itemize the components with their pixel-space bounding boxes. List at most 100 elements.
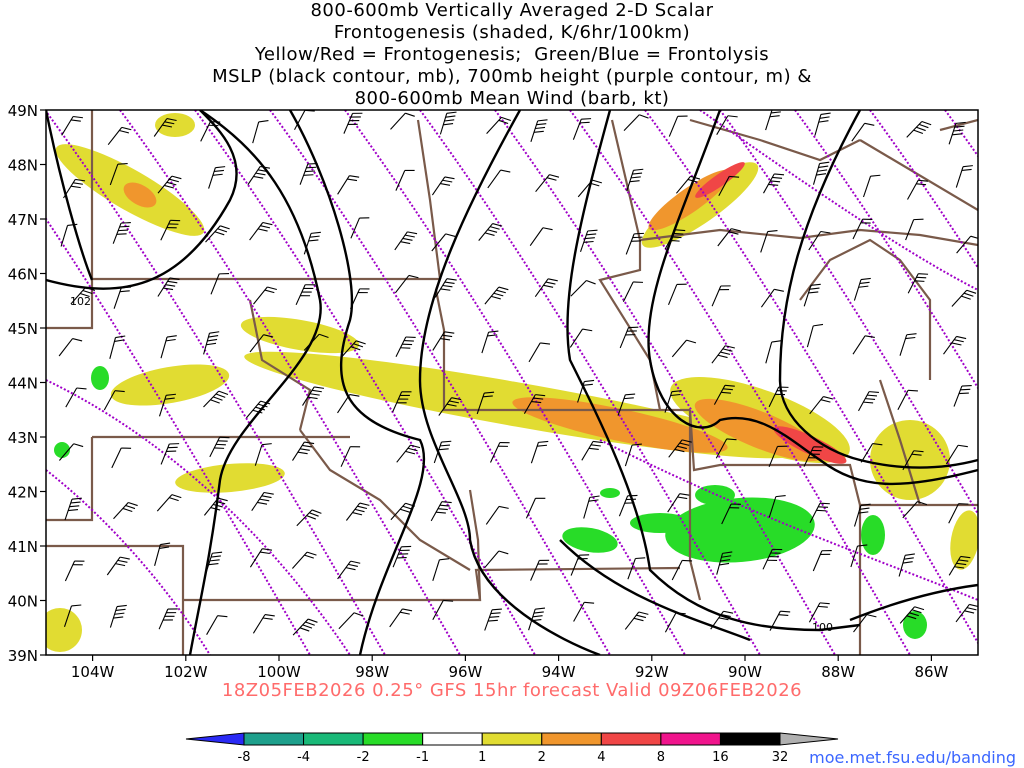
- barb-feather: [671, 390, 682, 393]
- barb-feather: [400, 394, 410, 397]
- wind-barb: [664, 390, 682, 413]
- barb-feather: [71, 497, 82, 500]
- barb-feather: [624, 502, 635, 504]
- wind-barb: [106, 556, 130, 576]
- wind-barb: [906, 120, 932, 138]
- barb-feather: [396, 557, 407, 559]
- barb-feather: [482, 395, 493, 398]
- barb-feather: [209, 559, 220, 562]
- barb-feather: [532, 615, 543, 618]
- barb-feather: [921, 120, 932, 126]
- wind-barb: [623, 114, 649, 131]
- barb-shaft: [945, 444, 959, 465]
- wind-barb: [806, 323, 824, 348]
- barb-feather: [533, 397, 544, 400]
- barb-feather: [121, 447, 132, 449]
- wind-barb: [109, 604, 127, 628]
- barb-feather: [209, 331, 220, 334]
- wind-barb: [953, 385, 972, 407]
- barb-feather: [76, 387, 87, 390]
- wind-barb: [478, 223, 503, 241]
- frontolysis-area: [91, 366, 109, 390]
- mslp-contour: [46, 110, 94, 281]
- barb-feather: [120, 222, 131, 224]
- barb-feather: [625, 334, 636, 336]
- barb-feather: [208, 563, 219, 566]
- wind-barb: [439, 111, 457, 135]
- colorbar-label: 16: [712, 750, 729, 765]
- wind-barb: [340, 446, 361, 467]
- barb-feather: [961, 295, 971, 300]
- barb-feather: [958, 444, 968, 448]
- lat-tick-label: 49N: [8, 102, 38, 120]
- barb-feather: [863, 401, 874, 404]
- height-contour: [46, 110, 386, 655]
- barb-feather: [487, 229, 498, 233]
- barb-feather: [267, 286, 277, 291]
- barb-feather: [821, 550, 832, 552]
- barb-feather: [771, 340, 782, 343]
- barb-feather: [166, 612, 177, 614]
- wind-barb: [158, 393, 177, 417]
- barb-feather: [307, 396, 318, 400]
- barb-feather: [449, 400, 459, 404]
- wind-barb: [711, 345, 735, 364]
- wind-barb: [438, 397, 462, 416]
- barb-feather: [408, 274, 419, 279]
- wind-barb: [295, 284, 316, 306]
- wind-barb: [390, 502, 416, 521]
- title-line-4: MSLP (black contour, mb), 700mb height (…: [212, 66, 812, 87]
- wind-barb: [291, 551, 317, 569]
- barb-feather: [960, 388, 971, 391]
- frontolysis-area: [695, 485, 735, 505]
- barb-feather: [592, 179, 603, 184]
- barb-feather: [304, 441, 315, 445]
- wind-barb: [486, 116, 511, 134]
- barb-shaft: [432, 559, 440, 581]
- barb-feather: [255, 172, 266, 176]
- barb-feather: [117, 559, 128, 563]
- barb-feather: [538, 440, 549, 443]
- wind-barb: [302, 386, 325, 406]
- wind-barb: [717, 228, 742, 247]
- height-contour: [46, 217, 311, 655]
- barb-feather: [964, 610, 975, 614]
- lat-tick-label: 43N: [8, 429, 38, 447]
- barb-feather: [719, 289, 730, 291]
- barb-feather: [636, 614, 647, 619]
- barb-feather: [439, 558, 450, 561]
- barb-feather: [441, 440, 452, 443]
- frontolysis-area: [861, 515, 885, 555]
- barb-feather: [350, 346, 361, 351]
- barb-feather: [820, 553, 831, 555]
- mslp-contour-label: 102: [70, 295, 91, 308]
- barb-feather: [816, 509, 827, 512]
- barb-feather: [913, 450, 924, 453]
- wind-barb: [160, 219, 181, 241]
- barb-feather: [872, 443, 883, 446]
- barb-feather: [686, 339, 697, 344]
- wind-barb: [905, 218, 924, 241]
- barb-feather: [304, 170, 315, 173]
- barb-feather: [264, 289, 275, 294]
- barb-shaft: [303, 333, 320, 351]
- colorbar-label: 2: [538, 750, 546, 765]
- barb-shaft: [624, 444, 633, 467]
- barb-feather: [535, 497, 546, 499]
- lat-tick-label: 45N: [8, 320, 38, 338]
- barb-feather: [905, 553, 915, 556]
- barb-feather: [264, 614, 275, 617]
- barb-feather: [913, 129, 924, 134]
- barb-feather: [164, 184, 174, 189]
- barb-feather: [119, 556, 130, 560]
- barb-feather: [726, 438, 737, 441]
- barb-feather: [489, 226, 500, 230]
- wind-barb: [490, 442, 510, 463]
- barb-feather: [210, 399, 220, 404]
- wind-barb: [667, 493, 690, 513]
- barb-feather: [966, 607, 977, 611]
- barb-feather: [677, 496, 688, 500]
- barb-shaft: [249, 334, 264, 353]
- barb-feather: [299, 627, 310, 632]
- barb-feather: [162, 124, 173, 128]
